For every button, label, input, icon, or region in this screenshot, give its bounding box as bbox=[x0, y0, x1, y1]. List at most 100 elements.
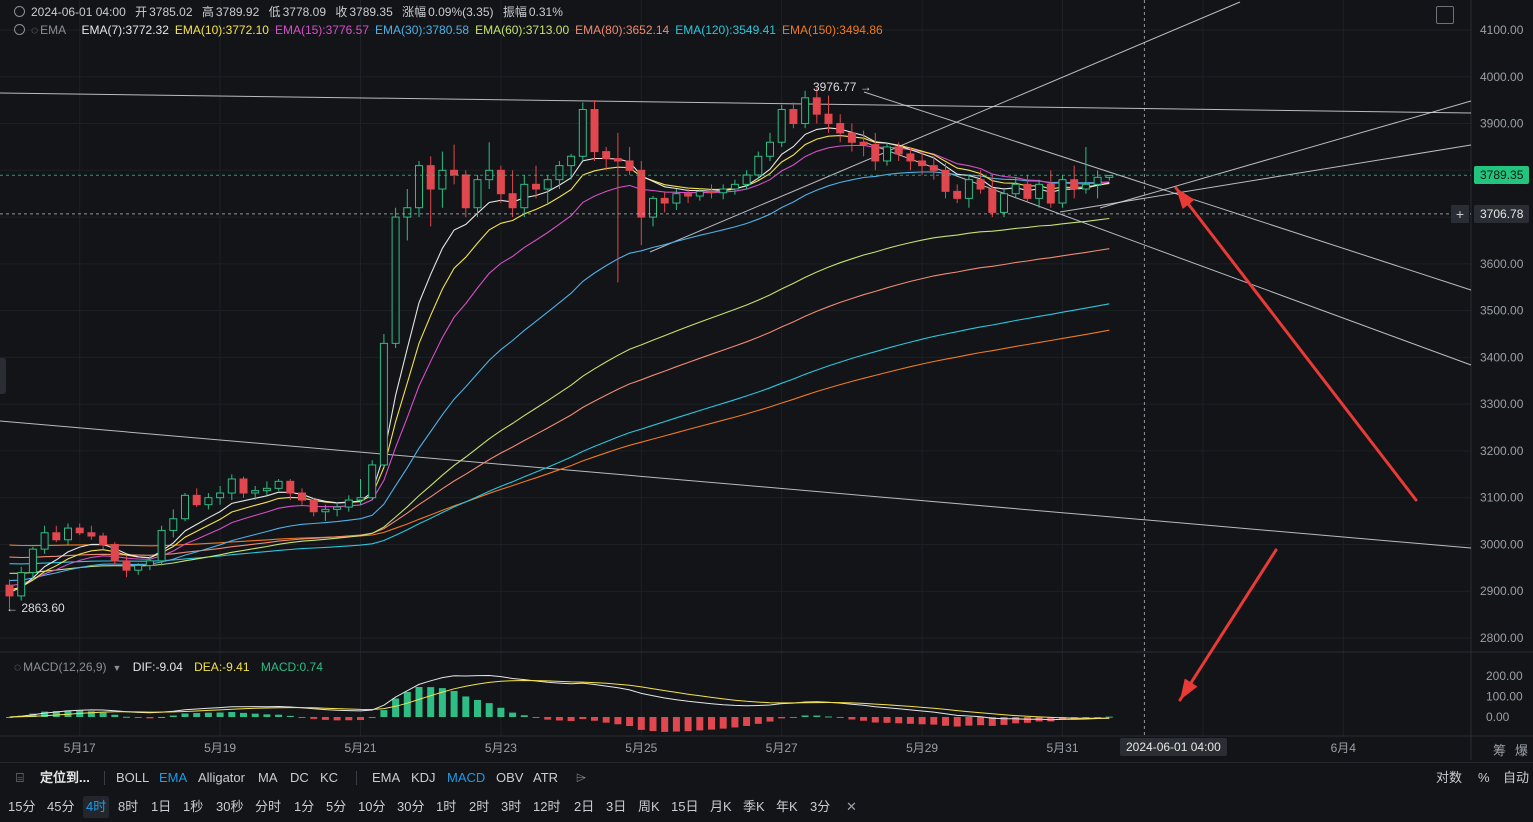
candle-down bbox=[918, 160, 927, 167]
interval-4[interactable]: 1日 bbox=[151, 799, 172, 814]
interval-15[interactable]: 12时 bbox=[533, 799, 561, 814]
sub-indicator-1[interactable]: KDJ bbox=[411, 770, 436, 785]
sub-indicator-2[interactable]: MACD bbox=[447, 770, 486, 785]
interval-9[interactable]: 5分 bbox=[326, 799, 347, 814]
candle-up bbox=[379, 342, 388, 466]
indicator-visibility-icon[interactable]: ◌ bbox=[14, 660, 22, 674]
interval-2[interactable]: 4时 bbox=[83, 796, 110, 818]
interval-8[interactable]: 1分 bbox=[294, 799, 315, 814]
change-label: 涨幅 bbox=[402, 5, 427, 19]
macd-bar-up bbox=[813, 715, 821, 717]
candle-up bbox=[520, 183, 529, 209]
macd-bar-up bbox=[87, 711, 95, 717]
indicator-visibility-icon[interactable]: ◌ bbox=[31, 23, 39, 37]
price-tick-label: 4100.00 bbox=[1480, 23, 1524, 37]
edit-indicators-icon[interactable]: ⌲ bbox=[576, 770, 587, 785]
macd-bar-up bbox=[99, 712, 107, 717]
candle-up bbox=[274, 480, 283, 489]
ohlc-header: 2024-06-01 04:00 开 3785.02 高 3789.92 低 3778… bbox=[14, 4, 569, 20]
macd-bar-up bbox=[216, 712, 224, 717]
macd-bar-up bbox=[1105, 716, 1113, 718]
candle-down bbox=[590, 109, 599, 153]
macd-bar-down bbox=[953, 717, 961, 727]
collapse-icon[interactable] bbox=[14, 6, 25, 17]
interval-13[interactable]: 2时 bbox=[469, 799, 490, 814]
locate-button[interactable]: 定位到... bbox=[40, 770, 90, 785]
interval-5[interactable]: 1秒 bbox=[183, 799, 204, 814]
interval-16[interactable]: 2日 bbox=[574, 799, 595, 814]
grid-icon[interactable]: 爆 bbox=[1515, 743, 1529, 758]
crosshair-add-icon[interactable]: + bbox=[1451, 205, 1469, 223]
main-indicator-4[interactable]: DC bbox=[290, 770, 309, 785]
locate-icon[interactable]: ⌸ bbox=[16, 770, 24, 785]
settings-icon[interactable]: 筹 bbox=[1493, 743, 1507, 758]
interval-17[interactable]: 3日 bbox=[606, 799, 627, 814]
interval-toolbar: 15分 45分 4时 8时 1日 1秒 30秒 分时 1分 5分 10分 30分 1时 2时 3时 12时 2日… bbox=[0, 792, 1533, 822]
close-label: 收 bbox=[335, 5, 348, 19]
candle-down bbox=[496, 169, 505, 195]
macd-bar-down bbox=[836, 717, 844, 718]
macd-bar-down bbox=[368, 717, 376, 719]
ema-indicator-name[interactable]: EMA bbox=[40, 23, 67, 37]
main-indicator-3[interactable]: MA bbox=[258, 770, 278, 785]
candle-up bbox=[216, 492, 225, 499]
main-indicator-1[interactable]: EMA bbox=[159, 770, 188, 785]
candle-down bbox=[684, 193, 693, 197]
macd-bar-down bbox=[591, 717, 598, 721]
macd-bar-down bbox=[766, 717, 774, 722]
macd-bar-up bbox=[41, 711, 49, 717]
ema-line bbox=[9, 248, 1110, 559]
macd-bar-down bbox=[649, 717, 657, 732]
interval-3[interactable]: 8时 bbox=[118, 799, 139, 814]
candle-down bbox=[953, 190, 962, 199]
candle-up bbox=[1011, 183, 1020, 195]
macd-bar-down bbox=[848, 717, 856, 720]
side-handle[interactable] bbox=[0, 358, 6, 394]
macd-bar-up bbox=[427, 687, 435, 717]
sub-indicator-3[interactable]: OBV bbox=[496, 770, 524, 785]
scale-option-2[interactable]: 自动 bbox=[1503, 770, 1530, 785]
candle-down bbox=[426, 165, 435, 190]
main-indicator-2[interactable]: Alligator bbox=[198, 770, 245, 785]
fullscreen-icon[interactable] bbox=[1436, 6, 1454, 24]
main-indicator-5[interactable]: KC bbox=[320, 770, 339, 785]
macd-name[interactable]: MACD(12,26,9) bbox=[23, 660, 107, 674]
interval-0[interactable]: 15分 bbox=[8, 799, 36, 814]
ohlc-date: 2024-06-01 04:00 bbox=[31, 5, 126, 19]
interval-19[interactable]: 15日 bbox=[671, 799, 699, 814]
candlestick-chart[interactable]: 4100.004000.003900.003800.003700.003600.… bbox=[0, 0, 1533, 760]
interval-11[interactable]: 30分 bbox=[397, 799, 425, 814]
ema-legend-item: EMA(150):3494.86 bbox=[781, 23, 883, 37]
interval-1[interactable]: 45分 bbox=[47, 799, 75, 814]
scale-option-1[interactable]: % bbox=[1478, 770, 1490, 785]
close-icon[interactable]: ✕ bbox=[846, 799, 857, 814]
macd-bar-up bbox=[251, 713, 259, 717]
interval-12[interactable]: 1时 bbox=[436, 799, 457, 814]
macd-bar-down bbox=[789, 717, 797, 718]
candle-up bbox=[344, 499, 353, 508]
interval-10[interactable]: 10分 bbox=[358, 799, 386, 814]
macd-bar-up bbox=[111, 714, 119, 717]
macd-bar-down bbox=[1059, 717, 1066, 720]
interval-21[interactable]: 季K bbox=[743, 799, 765, 814]
interval-23[interactable]: 3分 bbox=[810, 799, 831, 814]
interval-14[interactable]: 3时 bbox=[501, 799, 522, 814]
macd-bar-down bbox=[778, 717, 786, 719]
interval-18[interactable]: 周K bbox=[638, 799, 660, 814]
interval-20[interactable]: 月K bbox=[710, 799, 732, 814]
macd-bar-up bbox=[415, 687, 423, 717]
interval-7[interactable]: 分时 bbox=[255, 799, 282, 814]
sub-indicator-4[interactable]: ATR bbox=[533, 770, 559, 785]
macd-bar-up bbox=[392, 698, 400, 717]
scale-option-0[interactable]: 对数 bbox=[1436, 770, 1463, 785]
chevron-down-icon[interactable]: ▼ bbox=[112, 663, 122, 673]
interval-6[interactable]: 30秒 bbox=[216, 799, 244, 814]
candle-up bbox=[169, 518, 178, 531]
macd-bar-up bbox=[29, 713, 37, 717]
collapse-icon[interactable] bbox=[14, 24, 25, 35]
sub-indicator-0[interactable]: EMA bbox=[372, 770, 401, 785]
main-indicator-0[interactable]: BOLL bbox=[116, 770, 150, 785]
interval-22[interactable]: 年K bbox=[776, 799, 798, 814]
time-tick-label: 5月21 bbox=[344, 741, 376, 755]
price-tick-label: 3500.00 bbox=[1480, 304, 1524, 318]
